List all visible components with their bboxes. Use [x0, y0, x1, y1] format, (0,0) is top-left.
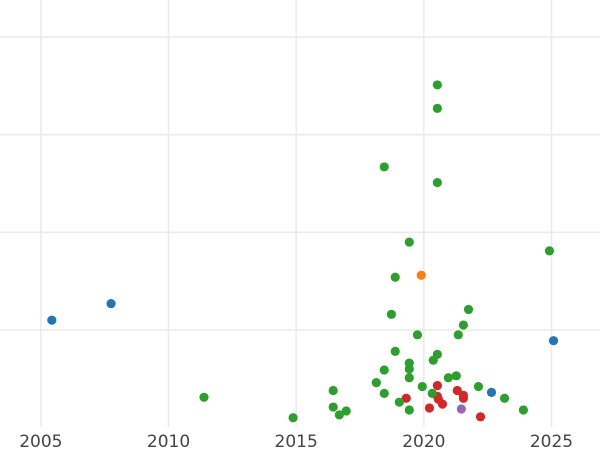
data-point — [412, 330, 423, 340]
data-point — [417, 381, 427, 392]
data-point — [424, 403, 435, 413]
data-point — [443, 373, 453, 383]
data-point — [458, 393, 469, 403]
data-point — [432, 103, 442, 113]
data-point — [432, 80, 442, 90]
data-point — [390, 272, 400, 282]
data-point — [390, 346, 400, 357]
data-point — [453, 330, 463, 340]
data-point — [386, 309, 397, 319]
data-point — [379, 162, 389, 172]
data-point — [404, 364, 414, 374]
data-point — [106, 298, 116, 309]
x-tick-label: 2005 — [19, 432, 62, 450]
data-point — [463, 304, 474, 315]
data-point — [404, 373, 414, 383]
data-point — [432, 380, 442, 391]
data-point — [486, 387, 497, 398]
x-tick-label: 2015 — [275, 432, 318, 450]
data-point — [379, 365, 389, 375]
data-point — [401, 393, 411, 403]
data-point — [475, 412, 486, 422]
data-point — [456, 404, 466, 414]
x-tick-label: 2020 — [402, 432, 445, 450]
data-point — [328, 385, 338, 396]
data-point — [458, 320, 469, 330]
data-point — [518, 405, 529, 415]
data-point — [394, 397, 404, 407]
gridlines — [0, 0, 600, 427]
data-point — [371, 378, 381, 388]
data-point — [404, 237, 414, 247]
data-point — [548, 336, 559, 346]
data-point — [328, 402, 338, 412]
data-point — [544, 246, 555, 256]
data-point — [427, 388, 437, 398]
data-point — [499, 393, 510, 403]
data-point — [416, 270, 426, 280]
data-point — [428, 355, 438, 365]
data-points — [47, 80, 559, 423]
x-tick-label: 2010 — [147, 432, 190, 450]
data-point — [451, 371, 461, 381]
data-point — [379, 388, 389, 398]
data-point — [437, 399, 448, 409]
data-point — [452, 385, 462, 396]
data-point — [432, 177, 442, 188]
data-point — [334, 410, 344, 420]
x-tick-label: 2025 — [530, 432, 573, 450]
data-point — [288, 413, 298, 423]
data-point — [199, 392, 209, 402]
data-point — [473, 381, 484, 392]
data-point — [341, 406, 351, 416]
data-point — [404, 405, 414, 415]
data-point — [47, 315, 57, 325]
x-tick-labels: 2005 2010 2015 2020 2025 — [19, 432, 573, 450]
